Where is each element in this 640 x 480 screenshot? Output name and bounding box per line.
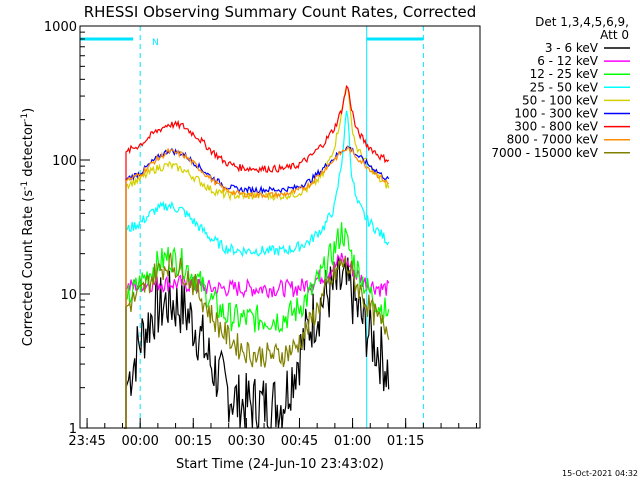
series-line-800-7000-kev bbox=[124, 145, 389, 429]
x-tick-label: 00:30 bbox=[228, 434, 265, 449]
series-line-3-6-kev bbox=[124, 256, 390, 430]
legend-label-50-100-kev: 50 - 100 keV bbox=[522, 93, 599, 107]
legend-label-6-12-kev: 6 - 12 keV bbox=[537, 54, 599, 68]
x-tick-label: 23:45 bbox=[68, 434, 105, 449]
plot-frame bbox=[79, 25, 481, 429]
plot-area: N bbox=[79, 25, 481, 430]
series-lines bbox=[124, 84, 390, 430]
y-axis: 1 10 100 1000 bbox=[44, 20, 90, 437]
y-tick-label: 1000 bbox=[44, 20, 77, 35]
legend-label-3-6-kev: 3 - 6 keV bbox=[545, 41, 599, 55]
series-line-7000-15000-kev bbox=[124, 252, 390, 429]
legend-label-12-25-kev: 12 - 25 keV bbox=[530, 67, 599, 81]
y-axis-label: Corrected Count Rate (s-1 detector-1) bbox=[20, 108, 36, 346]
legend-label-800-7000-kev: 800 - 7000 keV bbox=[507, 133, 599, 147]
series-line-100-300-kev bbox=[124, 145, 390, 429]
chart-title: RHESSI Observing Summary Count Rates, Co… bbox=[84, 3, 477, 21]
timestamp: 15-Oct-2021 04:32 bbox=[562, 469, 638, 478]
legend-label-7000-15000-kev: 7000 - 15000 keV bbox=[491, 146, 598, 160]
x-tick-label: 00:45 bbox=[281, 434, 318, 449]
legend-header-line2: Att 0 bbox=[600, 28, 629, 42]
x-tick-label: 01:00 bbox=[334, 434, 371, 449]
x-tick-label: 00:00 bbox=[121, 434, 158, 449]
series-line-25-50-kev bbox=[124, 110, 390, 429]
x-axis: 23:45 00:00 00:15 00:30 00:45 01:00 01:15 bbox=[68, 418, 477, 449]
legend-label-100-300-kev: 100 - 300 keV bbox=[514, 107, 598, 121]
night-marker-label: N bbox=[152, 38, 159, 48]
x-tick-label: 00:15 bbox=[175, 434, 212, 449]
legend-label-25-50-kev: 25 - 50 keV bbox=[530, 80, 599, 94]
series-line-300-800-kev bbox=[124, 84, 390, 429]
x-tick-label: 01:15 bbox=[387, 434, 424, 449]
x-axis-label: Start Time (24-Jun-10 23:43:02) bbox=[176, 457, 384, 472]
y-tick-label: 1 bbox=[69, 422, 77, 437]
legend-label-300-800-kev: 300 - 800 keV bbox=[514, 120, 598, 134]
y-tick-label: 10 bbox=[60, 288, 77, 303]
series-line-12-25-kev bbox=[124, 222, 390, 429]
legend-header-line1: Det 1,3,4,5,6,9, bbox=[535, 15, 629, 29]
y-tick-label: 100 bbox=[52, 154, 77, 169]
